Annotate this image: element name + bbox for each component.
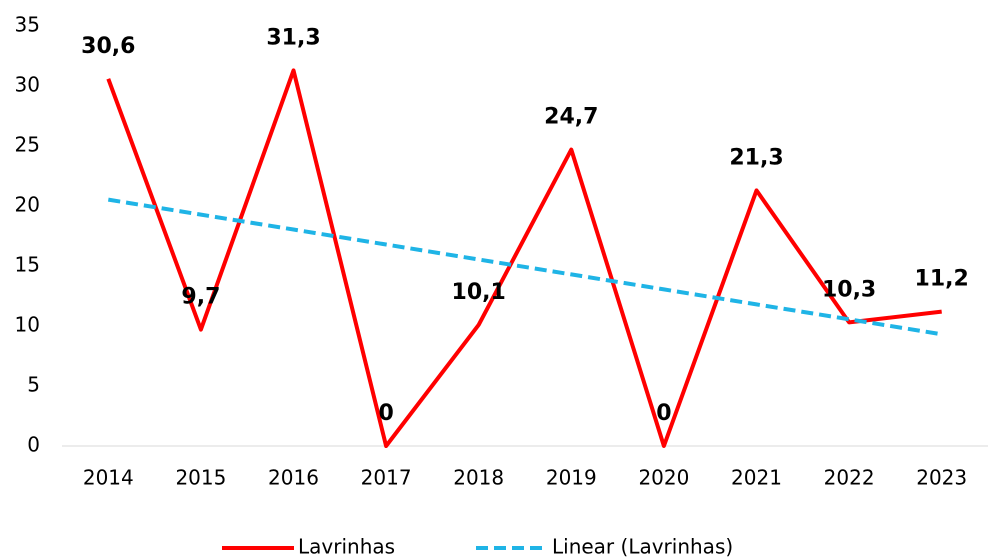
x-tick-label: 2015 <box>175 466 226 490</box>
data-label: 10,3 <box>822 277 876 302</box>
trend-line <box>107 197 943 337</box>
y-tick-label: 20 <box>15 193 40 217</box>
data-label: 9,7 <box>181 285 220 310</box>
y-tick-label: 5 <box>27 373 40 397</box>
y-tick-label: 30 <box>15 73 40 97</box>
y-tick-label: 35 <box>15 13 40 37</box>
data-label: 31,3 <box>266 25 320 50</box>
y-tick-label: 10 <box>15 313 40 337</box>
legend-label: Lavrinhas <box>298 535 395 559</box>
x-tick-label: 2016 <box>268 466 319 490</box>
legend-label: Linear (Lavrinhas) <box>552 535 733 559</box>
x-tick-label: 2018 <box>453 466 504 490</box>
y-tick-label: 0 <box>27 433 40 457</box>
x-tick-label: 2021 <box>731 466 782 490</box>
y-tick-label: 15 <box>15 253 40 277</box>
data-label: 30,6 <box>81 34 135 59</box>
data-label: 21,3 <box>729 145 783 170</box>
x-tick-label: 2014 <box>83 466 134 490</box>
data-label: 11,2 <box>915 267 969 292</box>
x-tick-label: 2023 <box>916 466 967 490</box>
y-tick-label: 25 <box>15 133 40 157</box>
x-tick-label: 2022 <box>824 466 875 490</box>
x-tick-label: 2017 <box>361 466 412 490</box>
data-label: 0 <box>656 401 671 426</box>
data-label: 0 <box>378 401 393 426</box>
data-label: 10,1 <box>452 280 506 305</box>
data-label: 24,7 <box>544 105 598 130</box>
series-line <box>106 68 942 448</box>
x-tick-label: 2020 <box>638 466 689 490</box>
x-tick-label: 2019 <box>546 466 597 490</box>
